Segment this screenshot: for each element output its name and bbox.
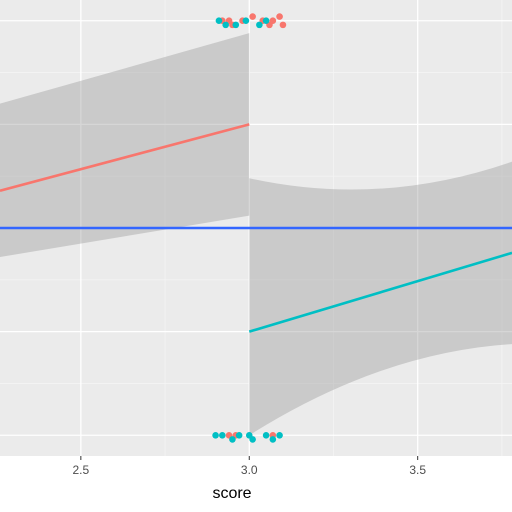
data-point xyxy=(279,21,287,29)
data-point xyxy=(222,21,229,29)
data-point xyxy=(235,431,243,439)
data-point xyxy=(219,431,226,439)
confidence-ribbon xyxy=(249,161,512,436)
confidence-ribbons xyxy=(0,33,512,436)
data-point xyxy=(215,17,223,25)
data-point xyxy=(229,436,236,443)
data-point xyxy=(249,436,256,443)
data-point xyxy=(256,21,263,29)
data-point xyxy=(212,431,219,439)
x-tick-label: 3.0 xyxy=(241,463,258,477)
fit-line xyxy=(248,251,512,333)
data-point xyxy=(276,13,283,20)
confidence-ribbon xyxy=(0,33,250,258)
data-point xyxy=(262,17,270,25)
fit-line xyxy=(0,123,250,192)
fit-lines xyxy=(0,123,512,333)
data-point xyxy=(242,17,250,25)
data-point xyxy=(269,17,277,25)
data-point xyxy=(262,431,270,439)
x-tick-label: 2.5 xyxy=(72,463,89,477)
data-point xyxy=(276,431,283,439)
x-tick-label: 3.5 xyxy=(409,463,426,477)
data-point xyxy=(249,13,256,20)
x-axis-title: score xyxy=(212,485,251,502)
data-points xyxy=(212,13,287,443)
x-axis-ticks: 2.5 3.0 3.5 xyxy=(72,456,426,477)
data-point xyxy=(232,21,240,29)
data-point xyxy=(269,436,277,443)
